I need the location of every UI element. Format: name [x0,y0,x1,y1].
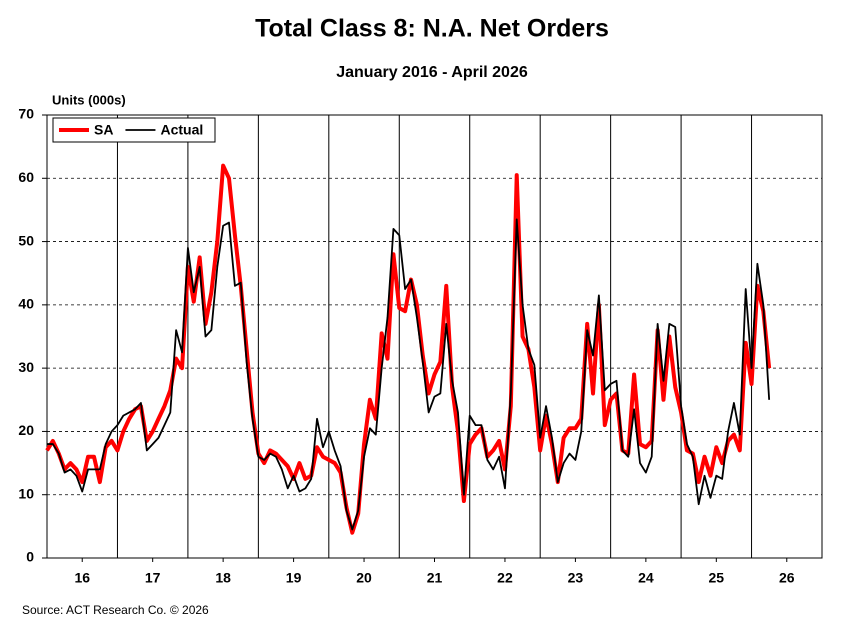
x-tick-label: 26 [779,570,795,586]
x-tick-label: 16 [74,570,90,586]
series-line [47,218,771,531]
x-tick-label: 22 [497,570,513,586]
legend-label: Actual [160,122,203,138]
x-tick-label: 25 [709,570,725,586]
y-tick-label: 10 [18,485,34,501]
x-tick-label: 19 [286,570,302,586]
x-tick-label: 23 [568,570,584,586]
y-tick-label: 60 [18,169,34,185]
x-tick-label: 17 [145,570,161,586]
chart-subtitle: January 2016 - April 2026 [336,64,528,81]
y-tick-label: 40 [18,296,34,312]
y-axis-label: Units (000s) [52,92,126,107]
y-tick-label: 20 [18,422,34,438]
chart-title: Total Class 8: N.A. Net Orders [255,15,609,43]
x-tick-label: 24 [638,570,654,586]
x-tick-label: 21 [427,570,443,586]
plot-frame [46,114,823,559]
series-line [45,163,772,535]
y-tick-label: 0 [26,549,34,565]
y-tick-label: 70 [18,106,34,122]
legend-label: SA [94,122,113,138]
y-tick-label: 50 [18,232,34,248]
x-tick-label: 20 [356,570,372,586]
x-tick-label: 18 [215,570,231,586]
y-tick-label: 30 [18,359,34,375]
source-note: Source: ACT Research Co. © 2026 [22,603,209,617]
